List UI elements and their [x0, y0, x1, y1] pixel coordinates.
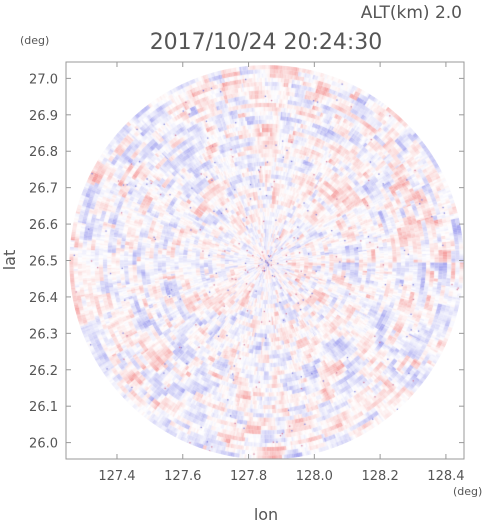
y-axis-label: lat: [0, 250, 19, 271]
y-tick-label: 27.0: [29, 72, 58, 87]
x-tick-label: 127.8: [230, 469, 267, 484]
x-tick-label: 127.4: [98, 469, 135, 484]
x-tick-label: 128.2: [362, 469, 399, 484]
y-tick-label: 26.1: [29, 400, 58, 415]
y-tick-label: 26.3: [29, 327, 58, 342]
y-axis: 26.0 26.1 26.2 26.3 26.4 26.5 26.6 26.7 26.8 26.9…: [29, 72, 464, 452]
radar-reflectivity-field: [69, 64, 464, 459]
y-unit-label: (deg): [20, 34, 49, 47]
y-tick-label: 26.5: [29, 255, 58, 270]
y-tick-label: 26.4: [29, 291, 58, 306]
y-tick-label: 26.9: [29, 109, 58, 124]
chart-title: 2017/10/24 20:24:30: [150, 30, 383, 55]
y-tick-label: 26.7: [29, 182, 58, 197]
y-tick-label: 26.2: [29, 364, 58, 379]
y-tick-label: 26.0: [29, 437, 58, 452]
altitude-label: ALT(km) 2.0: [361, 3, 462, 23]
x-tick-label: 127.6: [164, 469, 201, 484]
plot-area: [69, 64, 464, 459]
x-tick-label: 128.4: [427, 469, 464, 484]
y-tick-label: 26.8: [29, 145, 58, 160]
x-axis-label: lon: [254, 505, 278, 521]
x-tick-label: 128.0: [296, 469, 333, 484]
y-tick-label: 26.6: [29, 218, 58, 233]
x-unit-label: (deg): [453, 485, 482, 498]
x-axis: 127.4 127.6 127.8 128.0 128.2 128.4: [98, 62, 465, 484]
